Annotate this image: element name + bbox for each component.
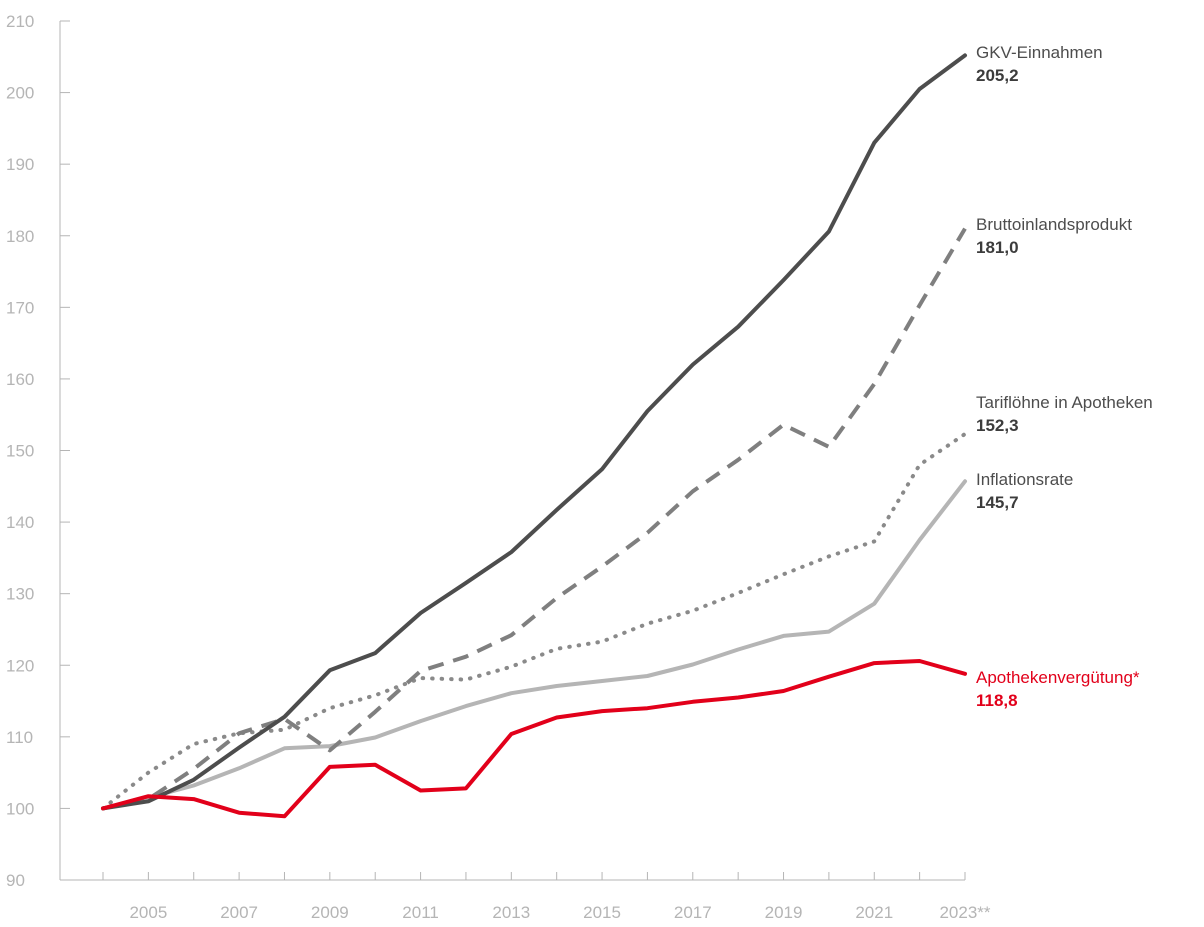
y-tick-label: 130 (6, 585, 34, 604)
series-value-label: 181,0 (976, 238, 1019, 257)
x-tick-label: 2013 (492, 903, 530, 922)
x-tick-label: 2009 (311, 903, 349, 922)
series-name-label: GKV-Einnahmen (976, 43, 1103, 62)
y-tick-label: 100 (6, 799, 34, 818)
series-value-label: 152,3 (976, 416, 1019, 435)
x-tick-label: 2019 (765, 903, 803, 922)
x-axis: 2005 2007 2009 2011 2013 2015 2017 2019 2021 2023… (60, 872, 991, 922)
x-tick-label: 2005 (129, 903, 167, 922)
series-name-label: Apothekenvergütung* (976, 668, 1140, 687)
series-name-label: Inflationsrate (976, 470, 1073, 489)
y-tick-label: 140 (6, 513, 34, 532)
x-tick-label: 2023** (939, 903, 990, 922)
y-tick-label: 110 (6, 728, 33, 747)
series-line-3 (101, 432, 967, 811)
series-name-label: Tariflöhne in Apotheken (976, 393, 1153, 412)
y-tick-label: 170 (6, 298, 34, 317)
y-tick-label: 150 (6, 442, 34, 461)
series-name-label: Bruttoinlandsprodukt (976, 215, 1132, 234)
x-tick-label: 2021 (855, 903, 893, 922)
x-tick-label: 2017 (674, 903, 712, 922)
y-tick-label: 210 (6, 12, 34, 31)
y-tick-label: 90 (6, 871, 25, 890)
x-tick-label: 2015 (583, 903, 621, 922)
series-end-labels: GKV-Einnahmen 205,2 Bruttoinlandsprodukt 18… (976, 43, 1153, 710)
y-tick-label: 190 (6, 155, 34, 174)
series-value-label: 145,7 (976, 493, 1019, 512)
series-value-label: 205,2 (976, 66, 1019, 85)
series-line-2 (102, 227, 967, 811)
y-tick-label: 160 (6, 370, 34, 389)
y-tick-label: 200 (6, 84, 34, 103)
series-lines (101, 53, 967, 819)
series-value-label: 118,8 (976, 691, 1018, 710)
x-tick-label: 2007 (220, 903, 258, 922)
x-tick-label: 2011 (402, 903, 439, 922)
y-tick-label: 120 (6, 656, 34, 675)
series-line-5 (101, 659, 967, 819)
series-line-1 (101, 53, 967, 811)
series-line-4 (101, 479, 967, 811)
y-tick-label: 180 (6, 227, 34, 246)
y-axis: 90 100 110 120 130 140 150 160 170 180 190 200 210 (6, 12, 70, 890)
